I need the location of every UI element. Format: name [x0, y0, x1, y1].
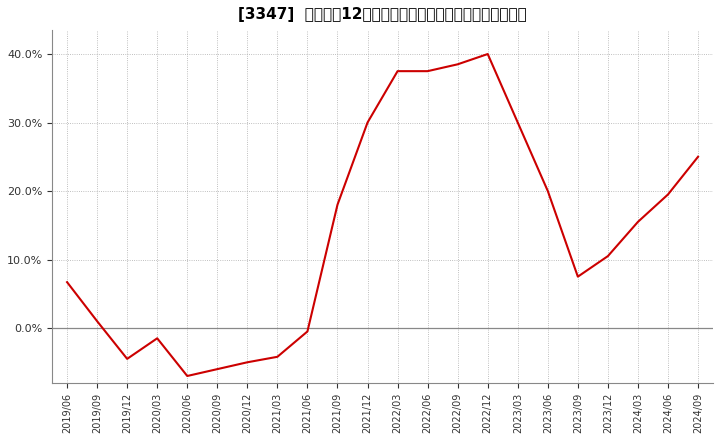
- Title: [3347]  売上高の12か月移動合計の対前年同期増減率の推移: [3347] 売上高の12か月移動合計の対前年同期増減率の推移: [238, 7, 527, 22]
